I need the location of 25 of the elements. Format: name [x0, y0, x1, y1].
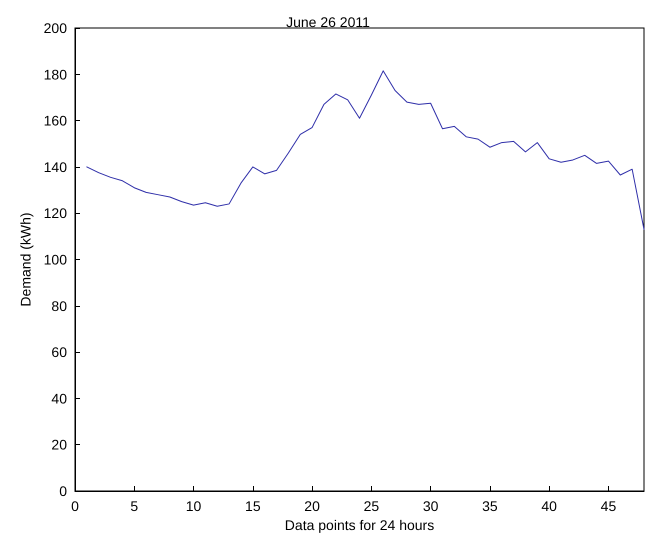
x-tick-label: 40: [541, 498, 558, 514]
chart-title: June 26 2011: [286, 14, 370, 30]
y-tick-label: 60: [51, 344, 68, 360]
y-tick-label: 0: [59, 483, 68, 499]
y-tick-label: 200: [44, 20, 68, 36]
y-tick-label: 180: [44, 66, 68, 82]
y-tick-label: 80: [51, 298, 68, 314]
x-tick-label: 20: [304, 498, 320, 514]
x-tick-label: 5: [130, 498, 138, 514]
y-tick-label: 160: [44, 112, 68, 129]
y-tick-label: 140: [44, 158, 68, 175]
y-tick-label: 20: [51, 436, 68, 453]
x-tick-label: 45: [600, 498, 616, 514]
x-tick-label: 35: [482, 498, 498, 514]
y-tick-label: 100: [44, 252, 68, 268]
line-series: [86, 70, 644, 230]
x-tick-label: 25: [364, 498, 380, 514]
y-tick-label: 120: [44, 205, 68, 222]
x-tick-label: 15: [245, 498, 261, 514]
x-tick-label: 10: [186, 498, 202, 514]
y-axis-title: Demand (kWh): [18, 212, 34, 307]
y-tick-label: 40: [51, 390, 68, 406]
x-tick-label: 30: [422, 498, 439, 514]
x-axis-title: Data points for 24 hours: [284, 516, 434, 533]
x-tick-label: 0: [71, 498, 80, 514]
